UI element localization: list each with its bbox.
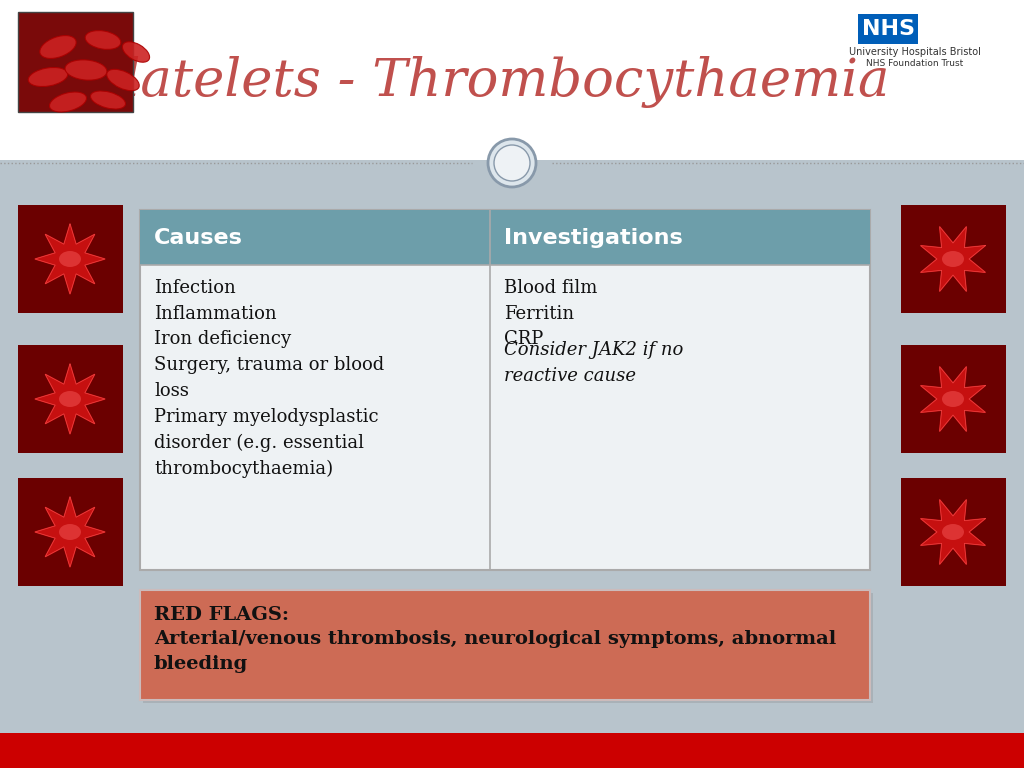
Text: Infection
Inflammation
Iron deficiency
Surgery, trauma or blood
loss
Primary mye: Infection Inflammation Iron deficiency S…	[154, 279, 384, 478]
Circle shape	[494, 145, 530, 181]
Ellipse shape	[90, 91, 126, 109]
Bar	[901, 478, 1006, 586]
Bar	[0, 733, 1024, 768]
Ellipse shape	[942, 251, 964, 267]
Text: Consider JAK2 if no
reactive cause: Consider JAK2 if no reactive cause	[504, 341, 683, 385]
Text: RED FLAGS:: RED FLAGS:	[154, 606, 289, 624]
Polygon shape	[35, 497, 105, 567]
Polygon shape	[921, 500, 985, 564]
Polygon shape	[35, 224, 105, 294]
Ellipse shape	[123, 41, 150, 62]
Bar	[18, 345, 123, 453]
Text: University Hospitals Bristol: University Hospitals Bristol	[849, 47, 981, 57]
Text: Causes: Causes	[154, 227, 243, 247]
Text: Blood film
Ferritin
CRP: Blood film Ferritin CRP	[504, 279, 597, 349]
Bar	[0, 160, 1024, 768]
Bar	[0, 0, 1024, 160]
Bar	[18, 12, 133, 112]
Polygon shape	[35, 364, 105, 434]
Ellipse shape	[59, 524, 81, 540]
Bar	[18, 205, 123, 313]
Bar	[140, 590, 870, 700]
Text: Arterial/venous thrombosis, neurological symptoms, abnormal
bleeding: Arterial/venous thrombosis, neurological…	[154, 630, 837, 673]
Bar	[901, 345, 1006, 453]
Text: NHS: NHS	[861, 19, 914, 39]
Bar	[901, 205, 1006, 313]
Ellipse shape	[942, 391, 964, 407]
Polygon shape	[921, 366, 985, 432]
Ellipse shape	[942, 524, 964, 540]
Ellipse shape	[40, 35, 76, 58]
Circle shape	[488, 139, 536, 187]
Ellipse shape	[106, 69, 139, 91]
Ellipse shape	[49, 92, 86, 112]
Ellipse shape	[29, 68, 68, 87]
Text: Investigations: Investigations	[504, 227, 683, 247]
Ellipse shape	[59, 391, 81, 407]
Bar	[143, 593, 873, 703]
Bar	[858, 14, 918, 44]
Bar	[140, 210, 870, 265]
Polygon shape	[921, 227, 985, 291]
Bar	[140, 210, 870, 570]
Ellipse shape	[59, 251, 81, 267]
Ellipse shape	[85, 31, 121, 49]
Text: NHS Foundation Trust: NHS Foundation Trust	[866, 58, 964, 68]
Text: Platelets - Thrombocythaemia: Platelets - Thrombocythaemia	[89, 56, 891, 108]
Ellipse shape	[66, 60, 106, 80]
Bar	[18, 478, 123, 586]
